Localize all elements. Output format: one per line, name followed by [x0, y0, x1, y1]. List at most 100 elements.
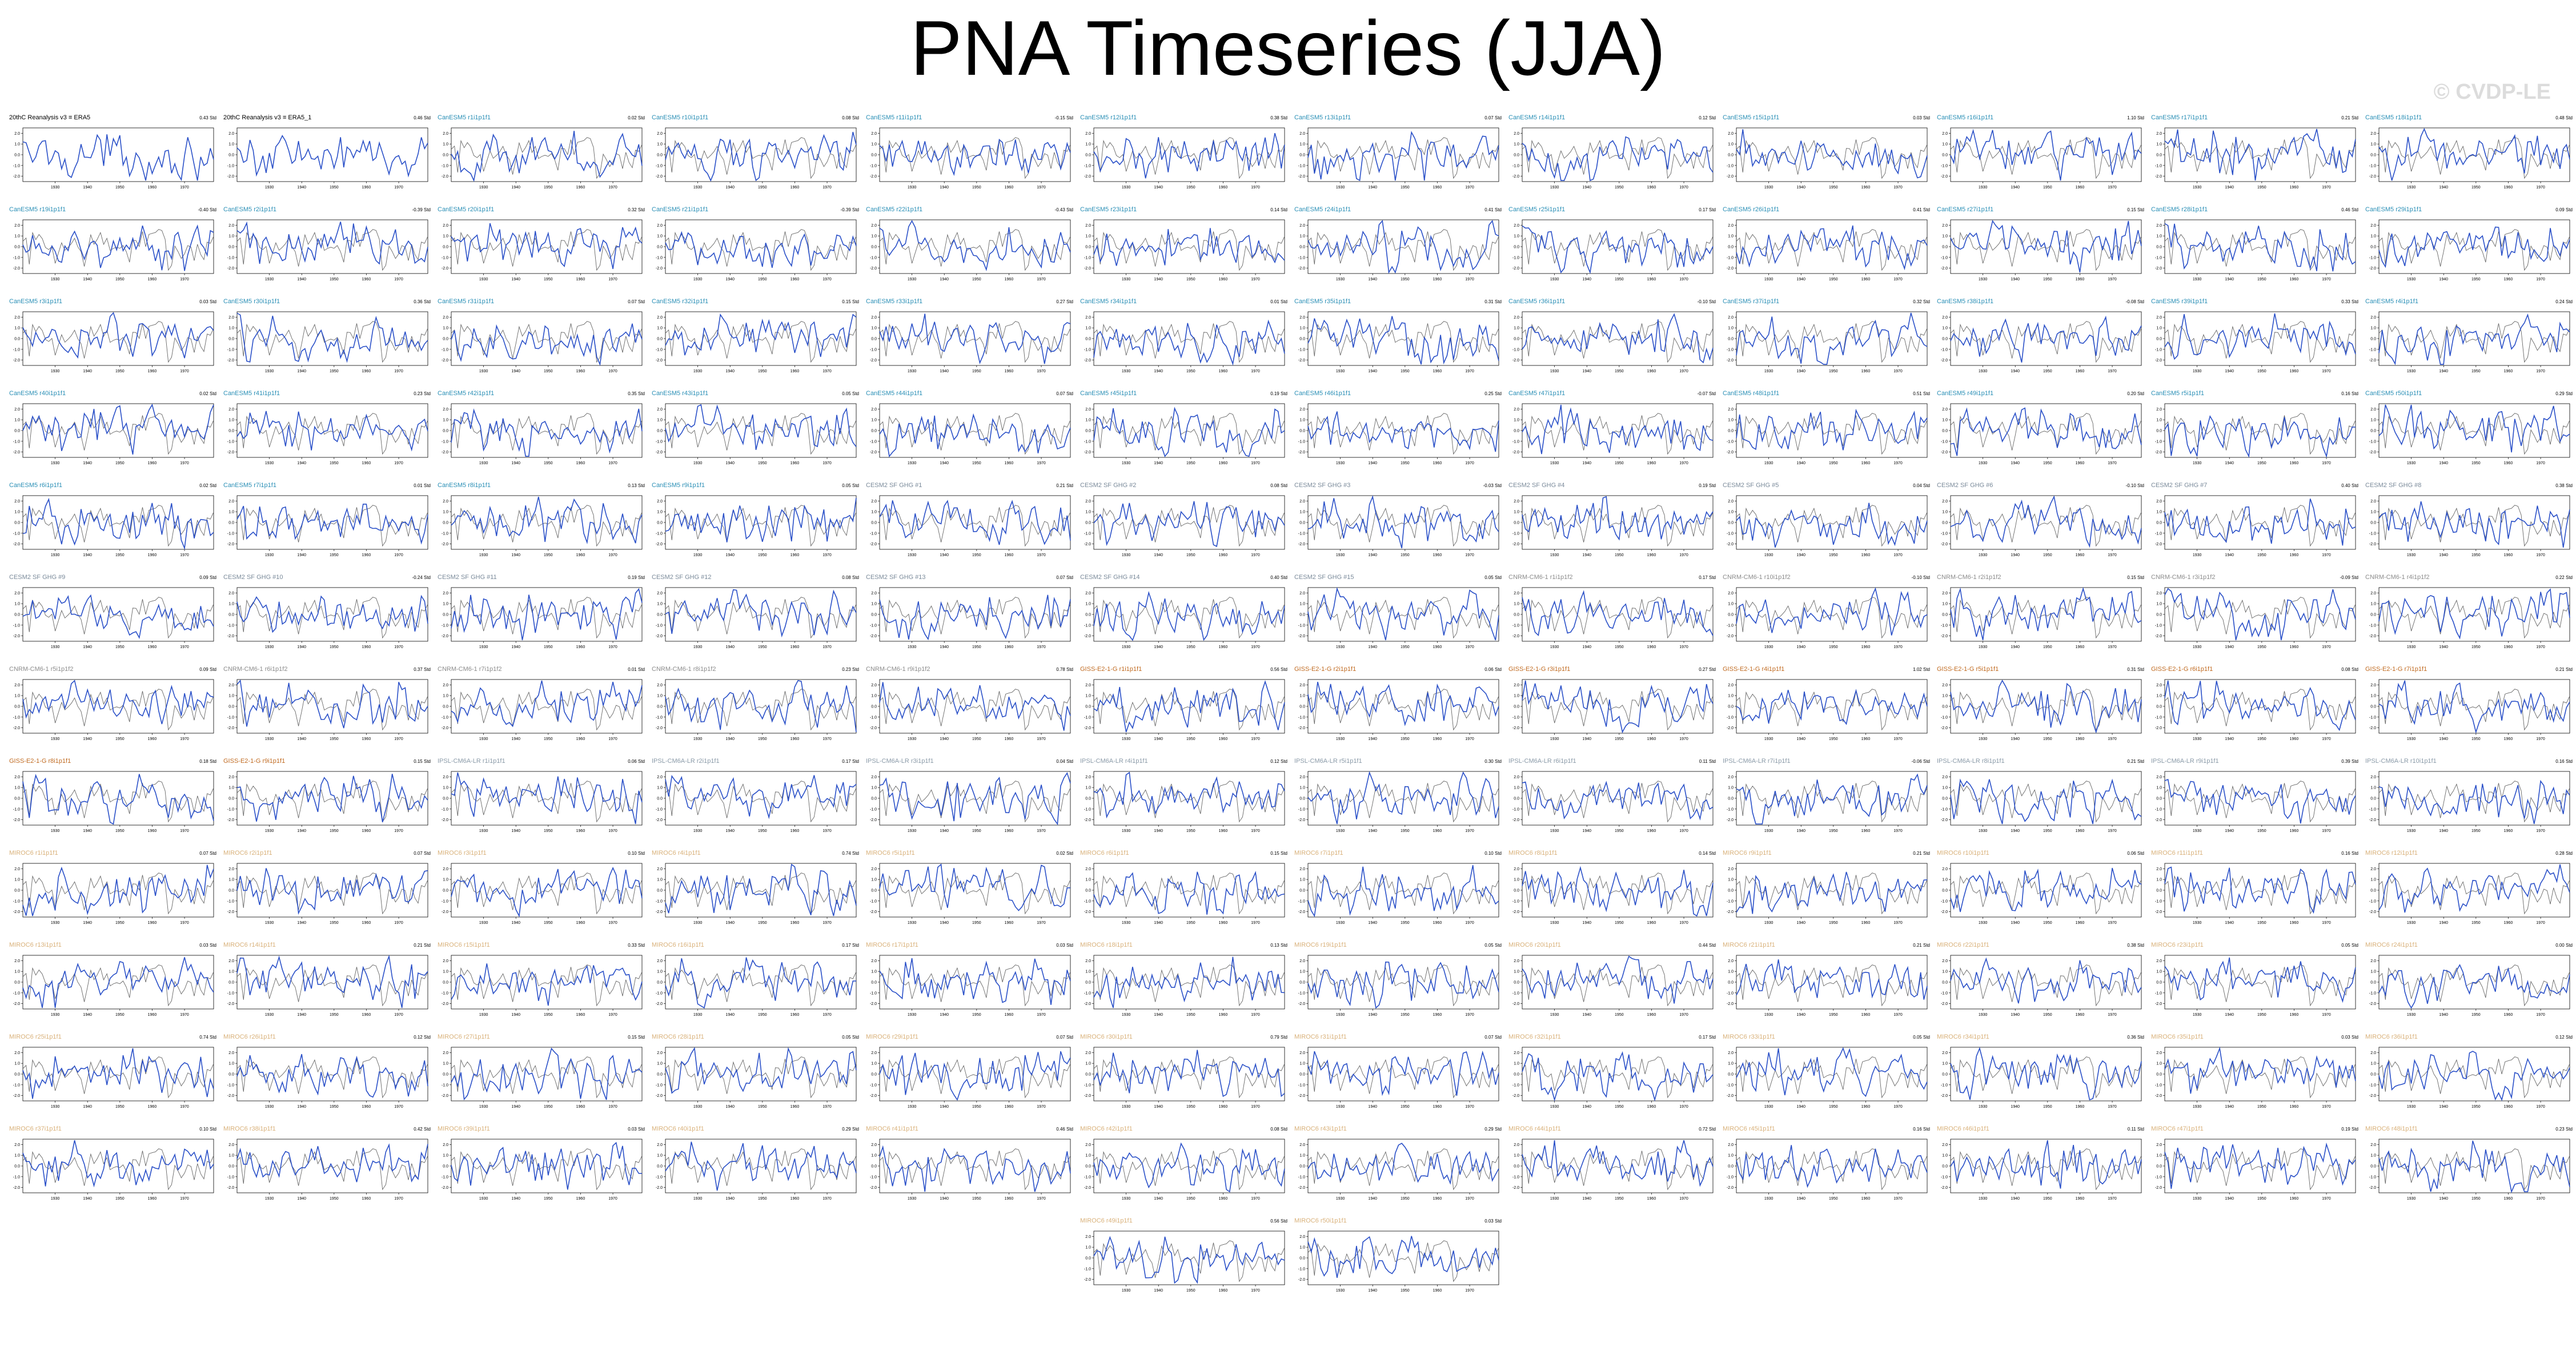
panel-label: MIROC6 r29i1p1f1 [866, 1034, 918, 1040]
series-line-reference [2378, 964, 2570, 1007]
y-tick-label: 0.0 [2156, 613, 2162, 617]
y-tick-label: 0.0 [871, 1165, 877, 1169]
y-tick-label: 1.0 [443, 510, 448, 514]
x-tick-label: 1970 [1037, 1197, 1046, 1201]
y-tick-label: -1.0 [442, 991, 448, 995]
x-tick-label: 1940 [1368, 829, 1377, 833]
panel-trend-label: 0.56 Std [1270, 667, 1287, 672]
panel-trend-label: 0.39 Std [2341, 759, 2358, 764]
y-tick-label: 1.0 [228, 510, 234, 514]
series-line-reference [1736, 964, 1928, 1007]
y-tick-label: 1.0 [2370, 235, 2376, 239]
panel-trend-label: 0.08 Std [1270, 1127, 1287, 1132]
x-tick-label: 1930 [1764, 278, 1773, 282]
panel-trend-label: 0.03 Std [199, 943, 216, 948]
series-line-main [1522, 1051, 1714, 1102]
y-tick-label: -2.0 [870, 818, 877, 822]
y-tick-label: -2.0 [227, 267, 234, 271]
chart-panel: MIROC6 r27i1p1f1 0.15 Std 2.0 1.0 0.0 -1.0 -2.… [433, 1034, 647, 1125]
y-tick-label: 1.0 [443, 970, 448, 974]
series-line-main [1093, 319, 1285, 366]
panel-trend-label: -0.43 Std [1054, 207, 1073, 212]
y-tick-label: 0.0 [443, 246, 448, 250]
y-tick-label: 2.0 [657, 592, 663, 596]
chart-panel: CESM2 SF GHG #15 0.05 Std 2.0 1.0 0.0 -1.0 -2.… [1290, 574, 1504, 666]
series-line-main [1950, 315, 2142, 363]
y-tick-label: -2.0 [2369, 1186, 2376, 1190]
chart-panel: CNRM-CM6-1 r4i1p1f2 0.22 Std 2.0 1.0 0.0 -1.0… [2361, 574, 2575, 666]
y-tick-label: 2.0 [871, 316, 877, 320]
x-tick-label: 1950 [758, 369, 767, 373]
x-tick-label: 1970 [608, 461, 617, 465]
chart-panel: CanESM5 r22i1p1f1 -0.43 Std 2.0 1.0 0.0 -1.0-… [861, 206, 1076, 298]
y-tick-label: 2.0 [443, 224, 448, 228]
y-tick-label: 2.0 [871, 132, 877, 136]
x-tick-label: 1940 [2011, 921, 2020, 925]
x-tick-label: 1970 [1893, 461, 1903, 465]
y-tick-label: 1.0 [2370, 1154, 2376, 1158]
y-tick-label: -1.0 [1727, 624, 1734, 628]
y-tick-label: -1.0 [1512, 991, 1519, 995]
series-line-main [22, 594, 214, 640]
x-tick-label: 1930 [51, 1013, 60, 1017]
x-tick-label: 1960 [1647, 829, 1656, 833]
y-tick-label: -2.0 [1512, 542, 1519, 546]
y-tick-label: -1.0 [227, 624, 234, 628]
x-tick-label: 1960 [2504, 1197, 2513, 1201]
y-tick-label: -2.0 [442, 818, 448, 822]
x-tick-label: 1940 [297, 278, 306, 282]
chart-panel: CNRM-CM6-1 r2i1p1f2 0.15 Std 2.0 1.0 0.0 -1.0… [1932, 574, 2146, 666]
y-tick-label: 2.0 [1085, 224, 1091, 228]
x-tick-label: 1960 [362, 1013, 371, 1017]
x-tick-label: 1940 [511, 737, 520, 741]
x-tick-label: 1930 [265, 1105, 274, 1109]
chart-panel: MIROC6 r38i1p1f1 0.42 Std 2.0 1.0 0.0 -1.0 -2.… [219, 1125, 433, 1217]
panel-label: MIROC6 r31i1p1f1 [1294, 1034, 1347, 1040]
chart-panel: MIROC6 r4i1p1f1 0.74 Std 2.0 1.0 0.0 -1.0 -2.0… [647, 850, 861, 942]
series-line-reference [665, 689, 857, 731]
y-tick-label: 2.0 [2156, 592, 2162, 596]
y-tick-label: -1.0 [2155, 256, 2162, 260]
series-line-reference [1093, 1056, 1285, 1099]
panel-label: MIROC6 r42i1p1f1 [1080, 1125, 1133, 1132]
series-line-reference [1093, 321, 1285, 363]
series-line-main [1736, 1145, 1928, 1188]
y-tick-label: -2.0 [1084, 267, 1091, 271]
x-tick-label: 1930 [908, 461, 917, 465]
y-tick-label: 2.0 [1299, 1051, 1305, 1055]
series-line-main [1093, 228, 1285, 266]
x-tick-label: 1930 [265, 737, 274, 741]
chart-panel: IPSL-CM6A-LR r6i1p1f1 0.11 Std 2.0 1.0 0.0 -1… [1504, 758, 1718, 850]
y-tick-label: 0.0 [1085, 981, 1091, 985]
x-tick-label: 1960 [148, 1105, 157, 1109]
x-tick-label: 1940 [83, 921, 92, 925]
y-tick-label: 0.0 [1728, 1165, 1734, 1169]
series-line-reference [236, 781, 428, 823]
y-tick-label: 0.0 [1942, 1073, 1948, 1077]
y-tick-label: 0.0 [2156, 705, 2162, 709]
y-tick-label: 0.0 [2156, 889, 2162, 893]
x-tick-label: 1950 [1615, 186, 1624, 190]
y-tick-label: -1.0 [227, 1175, 234, 1179]
chart-panel: IPSL-CM6A-LR r7i1p1f1 -0.06 Std 2.0 1.0 0.0-… [1718, 758, 1932, 850]
x-tick-label: 1960 [1219, 737, 1228, 741]
y-tick-label: 0.0 [443, 1165, 448, 1169]
x-tick-label: 1930 [1336, 1013, 1345, 1017]
x-tick-label: 1960 [1433, 278, 1442, 282]
y-tick-label: 1.0 [443, 878, 448, 882]
y-tick-label: 2.0 [443, 959, 448, 963]
y-tick-label: 2.0 [228, 408, 234, 412]
panel-trend-label: 0.20 Std [2127, 391, 2144, 396]
series-line-main [1093, 771, 1285, 819]
y-tick-label: -1.0 [13, 164, 20, 168]
y-tick-label: 2.0 [443, 592, 448, 596]
panel-label: IPSL-CM6A-LR r10i1p1f1 [2365, 758, 2437, 765]
x-tick-label: 1940 [940, 737, 949, 741]
y-tick-label: -2.0 [442, 542, 448, 546]
series-line-main [22, 1048, 214, 1099]
panel-label: CESM2 SF GHG #8 [2365, 482, 2422, 489]
